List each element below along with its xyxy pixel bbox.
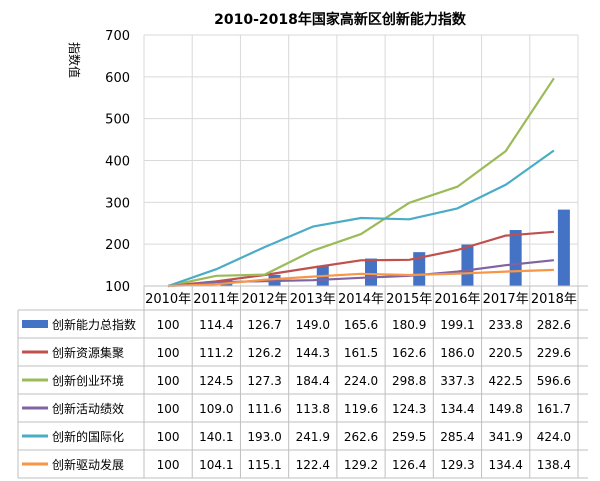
data-table: 2010年 2011年 2012年 2013年 2014年 2015年 2016年 2017年… [17, 285, 588, 479]
data-label: 100 [157, 374, 180, 388]
chart-title: 2010-2018年国家高新区创新能力指数 [214, 11, 467, 28]
data-label: 111.2 [199, 346, 233, 360]
data-label: 285.4 [440, 430, 474, 444]
data-label: 220.5 [488, 346, 522, 360]
data-label: 184.4 [296, 374, 330, 388]
legend-label: 创新活动绩效 [52, 401, 124, 416]
legend-label: 创新能力总指数 [52, 317, 136, 332]
data-label: 241.9 [296, 430, 330, 444]
data-label: 124.3 [392, 402, 426, 416]
data-label: 233.8 [488, 318, 522, 332]
bar [365, 258, 377, 286]
data-label: 282.6 [537, 318, 571, 332]
data-label: 193.0 [247, 430, 281, 444]
data-label: 126.7 [247, 318, 281, 332]
data-label: 262.6 [344, 430, 378, 444]
data-label: 100 [157, 430, 180, 444]
data-label: 161.5 [344, 346, 378, 360]
x-tick-label: 2011年 [193, 292, 239, 307]
y-axis-label-text: 指数值 [67, 42, 82, 78]
legend-swatch-bar [22, 320, 48, 328]
data-label: 129.3 [440, 458, 474, 472]
data-label: 134.4 [440, 402, 474, 416]
legend-label: 创新的国际化 [52, 429, 124, 444]
data-label: 186.0 [440, 346, 474, 360]
data-label: 161.7 [537, 402, 571, 416]
x-tick-label: 2015年 [386, 292, 432, 307]
data-label: 127.3 [247, 374, 281, 388]
x-tick-label: 2014年 [338, 292, 384, 307]
y-tick-label: 700 [105, 29, 130, 44]
y-tick-label: 100 [105, 280, 130, 295]
bar [461, 244, 474, 286]
x-tick-label: 2013年 [290, 292, 336, 307]
gridlines [143, 34, 579, 287]
data-label: 149.0 [296, 318, 330, 332]
legend-label: 创新资源集聚 [52, 345, 124, 360]
bar [557, 209, 570, 286]
x-tick-label: 2010年 [145, 292, 191, 307]
series-line [167, 149, 555, 288]
data-label: 199.1 [440, 318, 474, 332]
x-tick-label: 2017年 [483, 292, 529, 307]
data-label: 100 [157, 402, 180, 416]
y-tick-label: 500 [105, 113, 130, 128]
bar [509, 230, 522, 286]
data-label: 424.0 [537, 430, 571, 444]
data-label: 124.5 [199, 374, 233, 388]
data-label: 298.8 [392, 374, 426, 388]
y-tick-label: 300 [105, 196, 130, 211]
data-label: 138.4 [537, 458, 571, 472]
y-tick-label: 400 [105, 155, 130, 170]
data-label: 119.6 [344, 402, 378, 416]
data-label: 129.2 [344, 458, 378, 472]
x-tick-label: 2018年 [531, 292, 577, 307]
data-label: 122.4 [296, 458, 330, 472]
data-label: 341.9 [488, 430, 522, 444]
data-label: 422.5 [488, 374, 522, 388]
data-label: 111.6 [247, 402, 281, 416]
data-label: 224.0 [344, 374, 378, 388]
y-tick-label: 200 [105, 238, 130, 253]
series-line [167, 230, 554, 288]
x-tick-label: 2012年 [242, 292, 288, 307]
y-axis-label: 指数值 [67, 42, 82, 78]
data-label: 104.1 [199, 458, 233, 472]
data-label: 229.6 [537, 346, 571, 360]
data-label: 126.2 [247, 346, 281, 360]
legend-label: 创新创业环境 [52, 373, 124, 388]
data-label: 149.8 [488, 402, 522, 416]
data-label: 180.9 [392, 318, 426, 332]
data-label: 165.6 [344, 318, 378, 332]
data-label: 109.0 [199, 402, 233, 416]
data-label: 140.1 [199, 430, 233, 444]
line-series [167, 77, 555, 288]
data-label: 113.8 [296, 402, 330, 416]
data-label: 596.6 [537, 374, 571, 388]
bar [413, 252, 426, 286]
data-label: 337.3 [440, 374, 474, 388]
data-label: 134.4 [488, 458, 522, 472]
data-label: 114.4 [199, 318, 233, 332]
data-label: 259.5 [392, 430, 426, 444]
data-label: 115.1 [247, 458, 281, 472]
data-label: 100 [157, 318, 180, 332]
data-label: 100 [157, 458, 180, 472]
series-line [167, 77, 555, 288]
series-line [168, 268, 554, 288]
y-tick-label: 600 [105, 71, 130, 86]
y-axis-ticks: 100 200 300 400 500 600 700 [105, 29, 130, 295]
x-tick-label: 2016年 [434, 292, 480, 307]
legend-label: 创新驱动发展 [52, 457, 124, 472]
data-label: 126.4 [392, 458, 426, 472]
data-label: 144.3 [296, 346, 330, 360]
data-label: 162.6 [392, 346, 426, 360]
data-label: 100 [157, 346, 180, 360]
